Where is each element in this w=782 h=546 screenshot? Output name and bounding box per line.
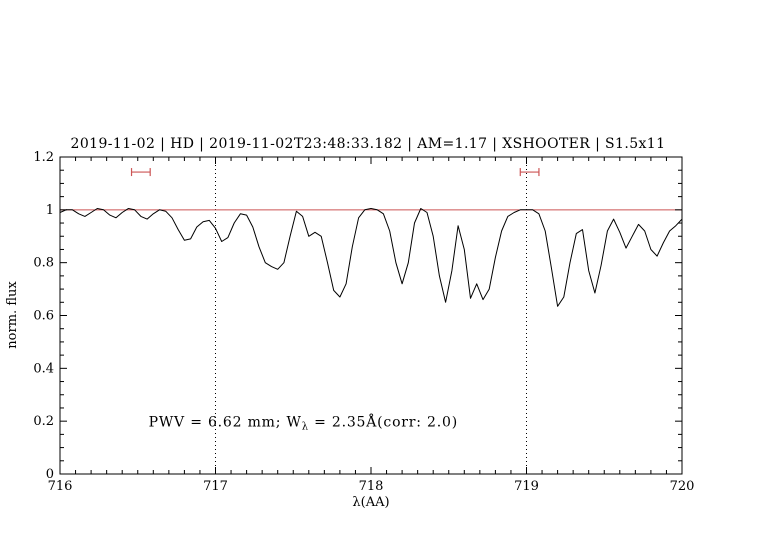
pwv-annotation-prefix: PWV = 6.62 mm; W: [149, 414, 302, 430]
chart-title: 2019-11-02 | HD | 2019-11-02T23:48:33.18…: [71, 136, 666, 152]
x-tick-label: 718: [359, 479, 384, 494]
y-tick-label: 0.8: [33, 256, 54, 271]
y-axis-label: norm. flux: [5, 281, 20, 349]
plot-content-layer: [59, 157, 683, 474]
x-tick-label: 720: [670, 479, 695, 494]
x-tick-label: 716: [48, 479, 73, 494]
y-tick-label: 0.2: [33, 414, 54, 429]
x-tick-label: 719: [514, 479, 539, 494]
y-tick-label: 1.2: [33, 150, 54, 165]
y-tick-label: 1: [46, 203, 54, 218]
x-tick-label: 717: [203, 479, 228, 494]
pwv-annotation: PWV = 6.62 mm; Wλ = 2.35Å(corr: 2.0): [149, 412, 458, 432]
y-tick-label: 0.6: [33, 309, 54, 324]
pwv-annotation-subscript: λ: [302, 421, 309, 432]
spectrum-line: [59, 208, 683, 307]
axis-ticks-layer: 716 717 718 719 720 0 0.2 0.4 0.6 0.8 1 1.2: [33, 150, 694, 494]
x-axis-label: λ(AA): [352, 495, 389, 510]
y-tick-label: 0.4: [33, 361, 54, 376]
y-tick-label: 0: [46, 467, 54, 482]
pwv-annotation-suffix: = 2.35Å(corr: 2.0): [309, 412, 458, 430]
